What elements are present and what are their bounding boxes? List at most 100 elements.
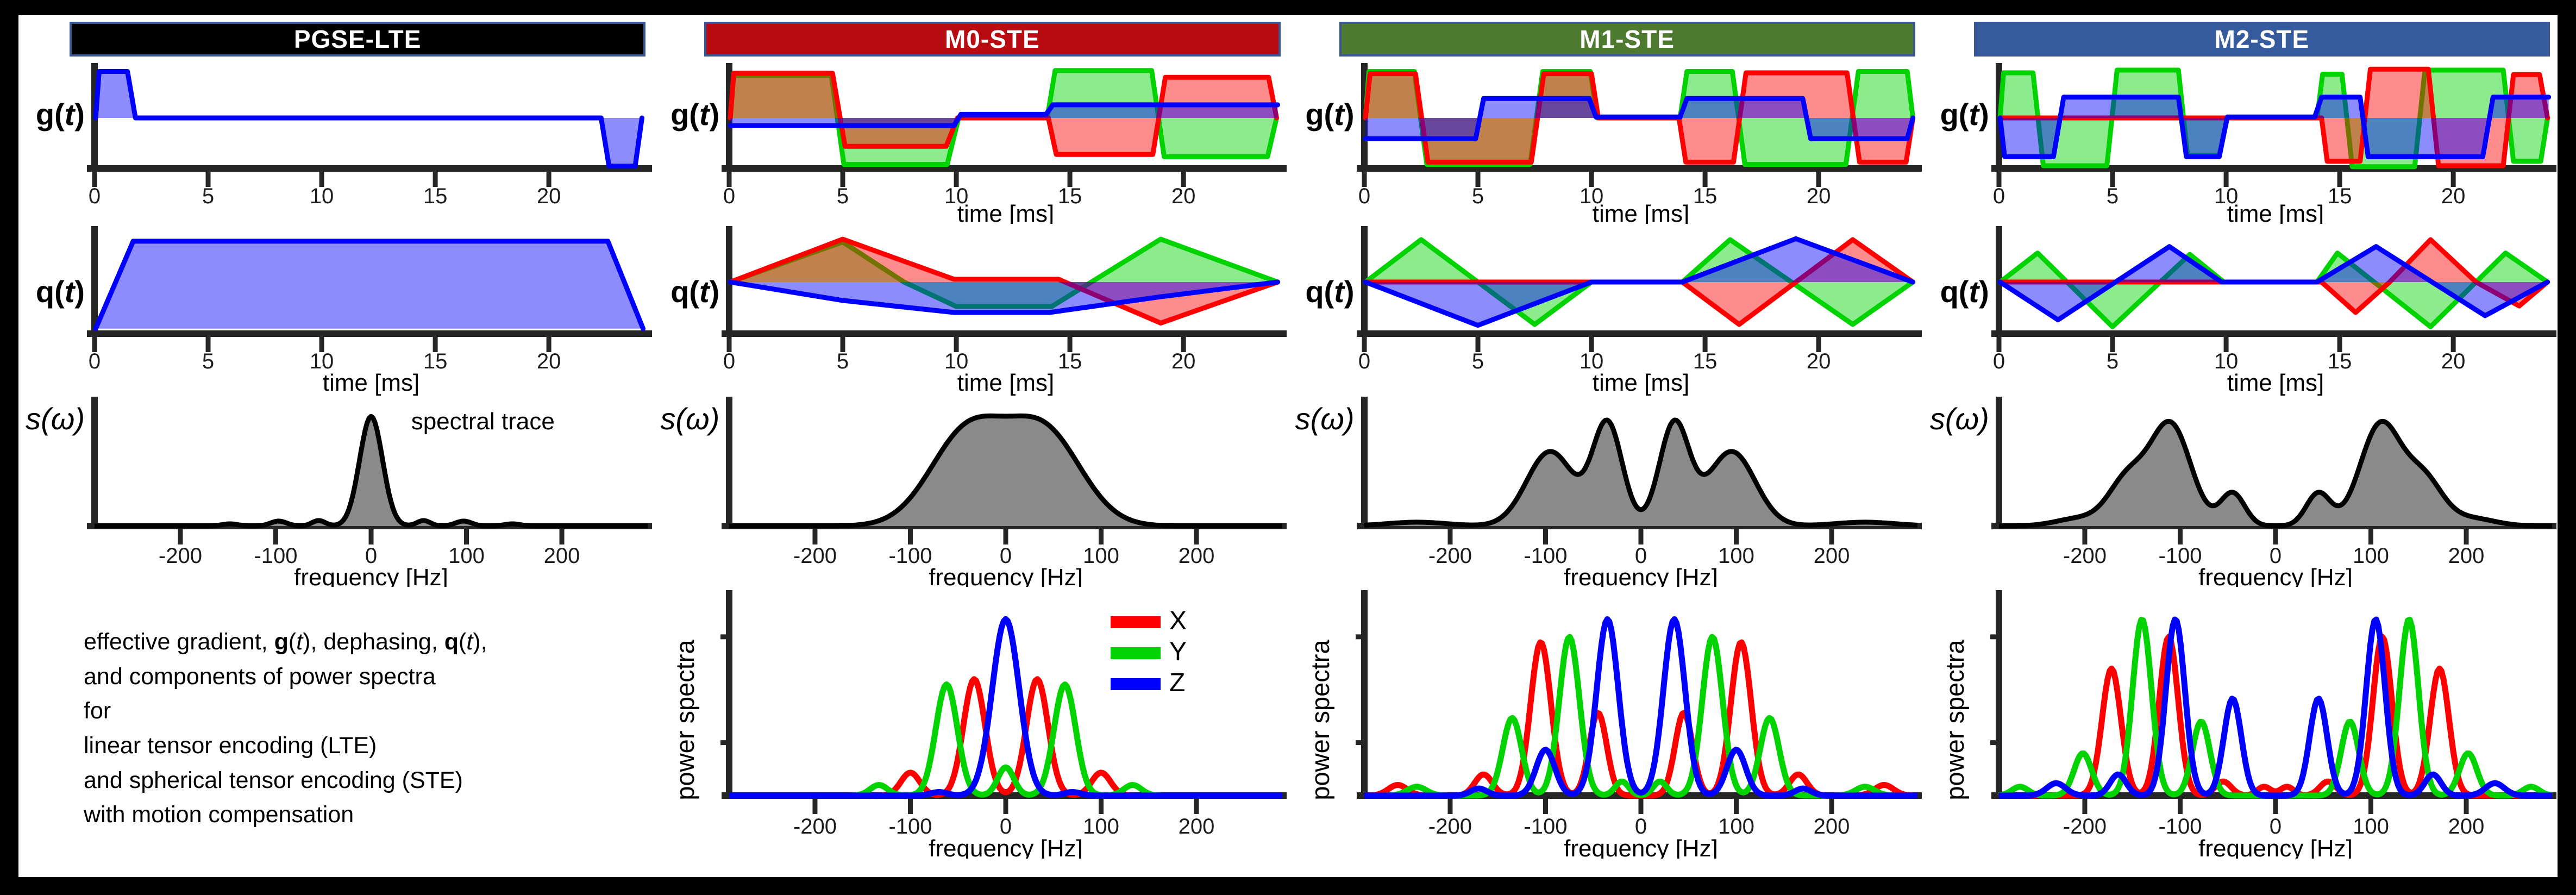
x-tick-label: 10 [2214, 184, 2239, 208]
x-tick-label: 5 [1471, 349, 1483, 373]
x-tick-label: -100 [2158, 815, 2202, 838]
x-tick-label: 10 [1579, 184, 1603, 208]
waveform-line-x [1363, 237, 1915, 327]
x-tick-label: -100 [2158, 544, 2202, 568]
waveform-line-y [728, 236, 1281, 309]
x-tick-label: 20 [537, 184, 561, 208]
s-label-gutter: s(ω) [1923, 396, 1990, 587]
x-tick-label: 15 [423, 184, 448, 208]
m2-ste-power-row: power spectra -200 -100 0 100 200 frequency [… [1923, 587, 2558, 859]
g-of-t-label: g(t) [1305, 97, 1355, 132]
waveform-fill-y [730, 239, 1278, 306]
x-tick-label: 100 [1718, 544, 1754, 568]
x-tick-label: 0 [2270, 815, 2282, 838]
waveform-fill-x [730, 73, 1277, 155]
column-title: M1-STE [1580, 25, 1675, 53]
pgse-lte-spectral-trace-chart: -200 -100 0 100 200 frequency [Hz] spectral tr… [87, 397, 652, 587]
power-curve-x [1363, 639, 1919, 799]
x-tick-label: 5 [837, 184, 849, 208]
column-m0-ste: M0-STE g(t) 0 5 10 15 20 time [ms] q(t) 0 5 10 1… [653, 15, 1288, 877]
x-tick-label: 5 [1471, 184, 1483, 208]
caption-line: effective gradient, g(t), dephasing, q(t… [84, 629, 487, 655]
m2-ste-g-row: g(t) 0 5 10 15 20 time [ms] [1923, 62, 2558, 224]
x-tick-label: -200 [1428, 544, 1471, 568]
x-tick-label: 20 [1171, 184, 1196, 208]
waveform-line-z [1997, 244, 2550, 323]
x-tick-label: 10 [944, 349, 969, 373]
m0-ste-power-row: power spectra -200 -100 0 100 200 frequency [… [653, 587, 1288, 859]
x-tick-label: 5 [2107, 349, 2119, 373]
spectral-trace-fill [729, 416, 1283, 526]
x-tick-label: -100 [254, 544, 297, 568]
m0-ste-dephasing-chart: 0 5 10 15 20 time [ms] [722, 226, 1287, 396]
q-label-gutter: q(t) [18, 224, 86, 396]
spectral-trace-annotation: spectral trace [411, 408, 555, 435]
m1-ste-dephasing-chart: 0 5 10 15 20 time [ms] [1356, 226, 1922, 396]
m2-ste-power-spectra-chart: -200 -100 0 100 200 frequency [Hz] [1990, 590, 2556, 859]
g-of-t-label: g(t) [1940, 97, 1989, 132]
spectral-trace-line [1363, 417, 1918, 528]
column-header-m1-ste: M1-STE [1339, 22, 1915, 57]
q-of-t-label: q(t) [1305, 274, 1355, 309]
waveform-line-z [728, 279, 1281, 315]
waveform-line-x [728, 236, 1281, 326]
x-axis-label: time [ms] [957, 370, 1054, 396]
x-tick-label: 0 [89, 349, 101, 373]
m2-ste-s-row: s(ω) -200 -100 0 100 200 frequency [Hz] [1923, 396, 2558, 587]
x-tick-label: 0 [723, 184, 735, 208]
x-tick-label: 0 [89, 184, 101, 208]
x-tick-label: 15 [423, 349, 448, 373]
x-axis-label: time [ms] [2227, 370, 2324, 396]
waveform-line-z [728, 102, 1281, 128]
x-tick-label: 15 [1693, 184, 1717, 208]
m2-ste-dephasing-chart: 0 5 10 15 20 time [ms] [1991, 226, 2556, 396]
pgse-lte-gradient-chart: 0 5 10 15 20 [87, 63, 652, 208]
power-curve-z [728, 616, 1284, 799]
s-label-gutter: s(ω) [1288, 396, 1356, 587]
power-curve-y [728, 681, 1284, 799]
x-tick-label: 0 [2270, 544, 2282, 568]
power-curve-x [1997, 634, 2553, 799]
x-tick-label: 100 [1083, 815, 1119, 838]
column-header-m0-ste: M0-STE [704, 22, 1281, 57]
x-tick-label: 0 [1993, 349, 2005, 373]
q-of-t-label: q(t) [35, 274, 85, 309]
x-tick-label: 15 [2328, 349, 2352, 373]
waveform-line-z [1363, 96, 1915, 141]
pgse-lte-g-row: g(t) 0 5 10 15 20 [18, 62, 653, 224]
x-axis-label: frequency [Hz] [2198, 835, 2353, 859]
caption-line: linear tensor encoding (LTE) [84, 732, 377, 759]
x-tick-label: 100 [2353, 544, 2389, 568]
x-tick-label: 0 [1634, 544, 1646, 568]
x-tick-label: 0 [723, 349, 735, 373]
m0-ste-power-spectra-chart: -200 -100 0 100 200 frequency [Hz] XYZ [720, 590, 1287, 859]
waveform-fill-y [1365, 71, 1913, 165]
x-tick-label: 200 [2448, 815, 2484, 838]
x-tick-label: 200 [1813, 815, 1850, 838]
x-tick-label: -100 [1524, 815, 1567, 838]
waveform-fill-x [1365, 240, 1913, 324]
waveform-fill-y [730, 70, 1277, 165]
power-curve-z [1363, 616, 1919, 799]
waveform-fill-x [2000, 69, 2548, 166]
power-label-gutter: power spectra [1923, 587, 1990, 859]
power-spectra-axis-label: power spectra [670, 640, 700, 800]
waveform-line-z [1363, 236, 1915, 328]
m2-ste-spectral-trace-chart: -200 -100 0 100 200 frequency [Hz] [1991, 397, 2556, 587]
x-tick-label: 20 [1806, 184, 1831, 208]
x-tick-label: 200 [1179, 544, 1215, 568]
x-axis-label: frequency [Hz] [1564, 564, 1718, 587]
waveform-line-x [728, 71, 1280, 157]
x-tick-label: 20 [1171, 349, 1196, 373]
x-axis-label: frequency [Hz] [929, 564, 1083, 587]
x-tick-label: 10 [1579, 349, 1603, 373]
pgse-lte-caption-row: effective gradient, g(t), dephasing, q(t… [18, 587, 653, 833]
x-tick-label: 15 [1058, 349, 1082, 373]
x-tick-label: 5 [837, 349, 849, 373]
s-label-gutter: s(ω) [18, 396, 86, 587]
x-tick-label: 0 [365, 544, 377, 568]
x-tick-label: -200 [793, 544, 837, 568]
column-m1-ste: M1-STE g(t) 0 5 10 15 20 time [ms] q(t) 0 5 10 1… [1288, 15, 1923, 877]
g-label-gutter: g(t) [1288, 62, 1356, 224]
m1-ste-spectral-trace-chart: -200 -100 0 100 200 frequency [Hz] [1356, 397, 1922, 587]
